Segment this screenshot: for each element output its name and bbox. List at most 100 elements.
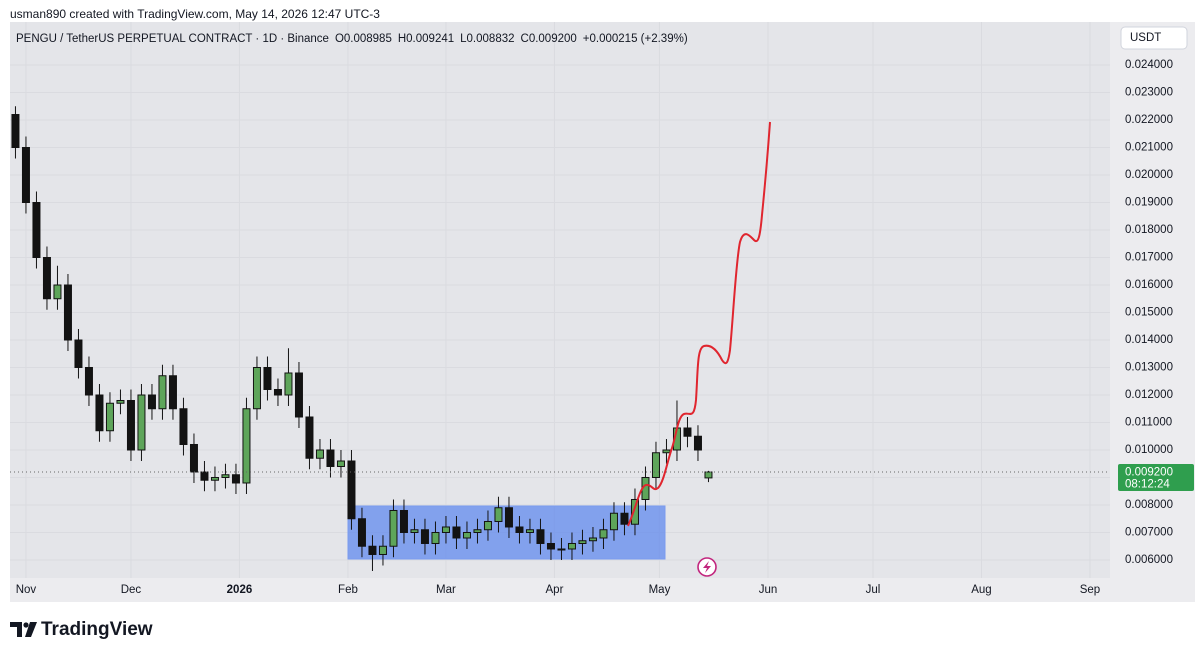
candle-body — [536, 529, 545, 544]
candle-body — [578, 540, 587, 544]
x-tick-label: Jul — [866, 584, 881, 596]
candle-body — [693, 435, 702, 451]
candle-body — [74, 339, 83, 368]
candle-body — [105, 402, 114, 432]
x-tick-label: Feb — [338, 584, 358, 596]
candle-body — [21, 147, 30, 204]
currency-label: USDT — [1130, 32, 1161, 44]
candle-body — [494, 507, 503, 522]
candle-body — [263, 366, 272, 390]
candle-body — [662, 449, 671, 454]
brand-logo — [10, 622, 37, 637]
candle-body — [557, 548, 566, 551]
y-tick-label: 0.007000 — [1125, 527, 1173, 539]
y-tick-label: 0.020000 — [1125, 169, 1173, 181]
projection-drawing — [627, 121, 771, 527]
candle-body — [11, 114, 20, 149]
candle-body — [515, 526, 524, 533]
y-tick-label: 0.017000 — [1125, 252, 1173, 264]
candle-body — [116, 399, 125, 404]
candle-body — [273, 388, 282, 396]
candle-body — [410, 529, 419, 533]
candle-body — [305, 416, 314, 459]
candle-body — [347, 460, 356, 520]
y-tick-label: 0.016000 — [1125, 279, 1173, 291]
candle-body — [399, 509, 408, 533]
candle-body — [315, 449, 324, 459]
y-tick-label: 0.006000 — [1125, 554, 1173, 566]
x-tick-label: Apr — [546, 584, 564, 596]
y-tick-label: 0.024000 — [1125, 59, 1173, 71]
y-tick-label: 0.013000 — [1125, 362, 1173, 374]
x-tick-label: Jun — [759, 584, 778, 596]
y-tick-label: 0.010000 — [1125, 444, 1173, 456]
candle-body — [53, 284, 62, 300]
grid — [10, 22, 1110, 578]
candle-body — [704, 471, 713, 479]
candle-body — [357, 518, 366, 547]
candle-body — [431, 531, 440, 544]
candle-body — [420, 529, 429, 544]
candle-body — [588, 537, 597, 542]
currency-button[interactable] — [1120, 26, 1188, 50]
candle-body — [189, 443, 198, 473]
candle-body — [231, 474, 240, 484]
x-tick-label: May — [649, 584, 671, 596]
y-tick-label: 0.022000 — [1125, 114, 1173, 126]
ohlc-value: +0.000215 (+2.39%) — [583, 33, 688, 45]
candle-body — [179, 408, 188, 445]
plot-area — [10, 22, 1110, 578]
candle-body — [200, 471, 209, 481]
candle-body — [294, 372, 303, 418]
candle-body — [378, 545, 387, 555]
candle-body — [452, 526, 461, 539]
header: usman890 created with TradingView.com, M… — [10, 7, 380, 21]
candle-body — [599, 529, 608, 539]
symbol-title: PENGU / TetherUS PERPETUAL CONTRACT · 1D… — [16, 33, 329, 45]
ohlc-value: C0.009200 — [521, 33, 577, 45]
time-axis — [10, 578, 1110, 602]
candle-body — [336, 460, 345, 467]
y-tick-label: 0.015000 — [1125, 307, 1173, 319]
y-tick-label: 0.008000 — [1125, 499, 1173, 511]
candle-body — [168, 375, 177, 410]
candle-body — [546, 542, 555, 550]
candle-body — [389, 509, 398, 547]
candle-body — [84, 366, 93, 396]
candles — [11, 106, 713, 571]
brand-name: TradingView — [41, 619, 153, 640]
candle-body — [609, 512, 618, 531]
candle-body — [683, 427, 692, 437]
x-tick-label: Nov — [16, 584, 37, 596]
candle-body — [137, 394, 146, 451]
last-price-label: 0.009200 — [1125, 467, 1173, 479]
candle-body — [126, 399, 135, 451]
candle-body — [567, 542, 576, 550]
y-tick-label: 0.023000 — [1125, 87, 1173, 99]
ohlc-value: H0.009241 — [398, 33, 454, 45]
candle-body — [95, 394, 104, 432]
candle-body — [525, 529, 534, 533]
candle-body — [630, 498, 639, 525]
alert-icon — [697, 557, 717, 577]
candle-body — [462, 531, 471, 539]
y-tick-label: 0.012000 — [1125, 389, 1173, 401]
x-tick-label: Aug — [971, 584, 991, 596]
candle-body — [221, 474, 230, 478]
candle-body — [252, 366, 261, 410]
y-tick-label: 0.018000 — [1125, 224, 1173, 236]
candle-body — [326, 449, 335, 467]
y-tick-label: 0.014000 — [1125, 334, 1173, 346]
ohlc-value: O0.008985 — [335, 33, 392, 45]
candle-body — [368, 545, 377, 555]
countdown-label: 08:12:24 — [1125, 479, 1170, 491]
y-tick-label: 0.011000 — [1125, 417, 1172, 429]
candle-body — [483, 520, 492, 531]
candle-body — [42, 257, 51, 300]
candle-body — [242, 408, 251, 484]
price-axis — [1110, 22, 1195, 602]
x-tick-label: Dec — [121, 584, 142, 596]
candle-body — [210, 476, 219, 481]
candle-body — [473, 529, 482, 533]
